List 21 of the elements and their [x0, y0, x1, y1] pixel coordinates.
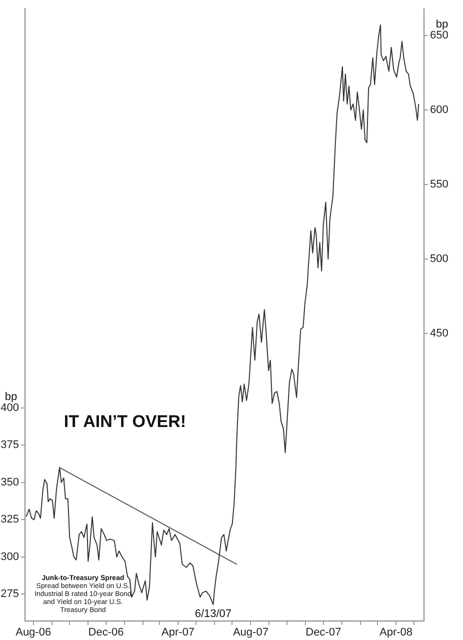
y2-tick-label: 600: [430, 104, 448, 116]
y2-tick-label: 500: [430, 252, 448, 265]
x-tick-label: Dec-06: [88, 626, 124, 639]
y-tick-label: 400: [0, 402, 19, 414]
y-tick-label: 325: [0, 514, 19, 526]
y2-tick-label: 550: [430, 178, 448, 190]
y2-tick-label: 650: [430, 29, 448, 42]
y-tick-label: 375: [0, 439, 19, 452]
x-tick-label: Aug-07: [232, 626, 268, 639]
y-axis-title: bp: [4, 390, 18, 403]
x-tick-label: Apr-07: [162, 626, 195, 639]
y-tick-label: 300: [0, 550, 19, 563]
annotation: 6/13/07: [194, 608, 232, 620]
text: IT AIN’T OVER!: [64, 412, 186, 431]
x-tick-label: Aug-06: [16, 626, 52, 639]
x-tick-label: Apr-08: [379, 626, 413, 639]
y-tick-label: 350: [0, 476, 19, 488]
y-tick-label: 275: [0, 588, 19, 600]
y2-tick-label: 450: [430, 327, 448, 340]
x-tick-label: Dec-07: [306, 626, 342, 639]
y2-axis-title: bp: [436, 18, 448, 30]
